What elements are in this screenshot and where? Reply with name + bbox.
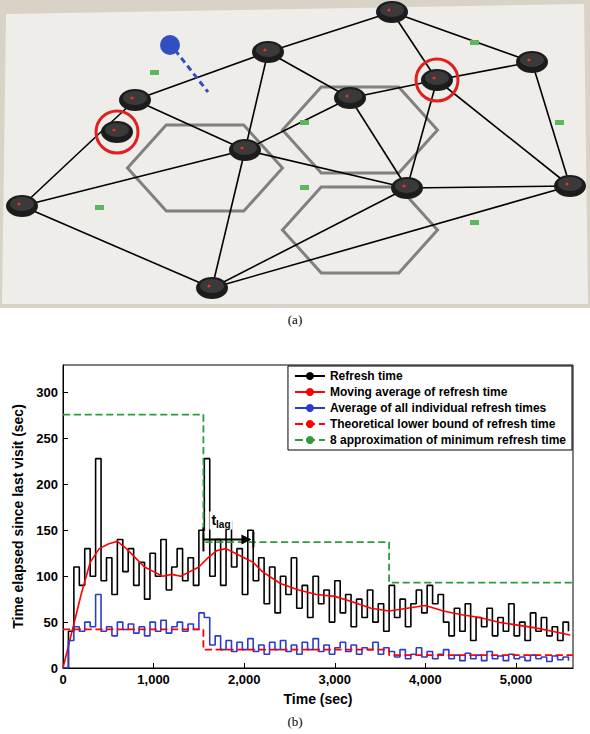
svg-text:100: 100 [36, 569, 58, 584]
svg-text:Time (sec): Time (sec) [284, 691, 353, 707]
svg-text:Average of all individual refr: Average of all individual refresh times [330, 401, 547, 415]
svg-text:Theoretical lower bound of ref: Theoretical lower bound of refresh time [330, 417, 556, 431]
html-text:(a): (a) [287, 312, 303, 327]
svg-text:0: 0 [59, 672, 66, 687]
svg-text:150: 150 [36, 523, 58, 538]
svg-text:2,000: 2,000 [228, 672, 261, 687]
svg-text:250: 250 [36, 431, 58, 446]
svg-text:lag: lag [216, 519, 230, 530]
svg-text:Moving average of refresh time: Moving average of refresh time [330, 385, 508, 399]
svg-text:t: t [211, 512, 217, 529]
svg-text:8 approximation of minimum ref: 8 approximation of minimum refresh time [330, 433, 566, 447]
svg-text:5,000: 5,000 [500, 672, 533, 687]
svg-text:0: 0 [51, 661, 58, 676]
svg-text:200: 200 [36, 477, 58, 492]
html-text:(b): (b) [287, 714, 303, 729]
svg-text:50: 50 [44, 615, 58, 630]
svg-text:4,000: 4,000 [409, 672, 442, 687]
svg-text:3,000: 3,000 [318, 672, 351, 687]
svg-text:Time elapsed since last visit: Time elapsed since last visit (sec) [10, 404, 26, 629]
svg-text:300: 300 [36, 385, 58, 400]
svg-text:Refresh time: Refresh time [330, 369, 403, 383]
svg-text:1,000: 1,000 [137, 672, 170, 687]
